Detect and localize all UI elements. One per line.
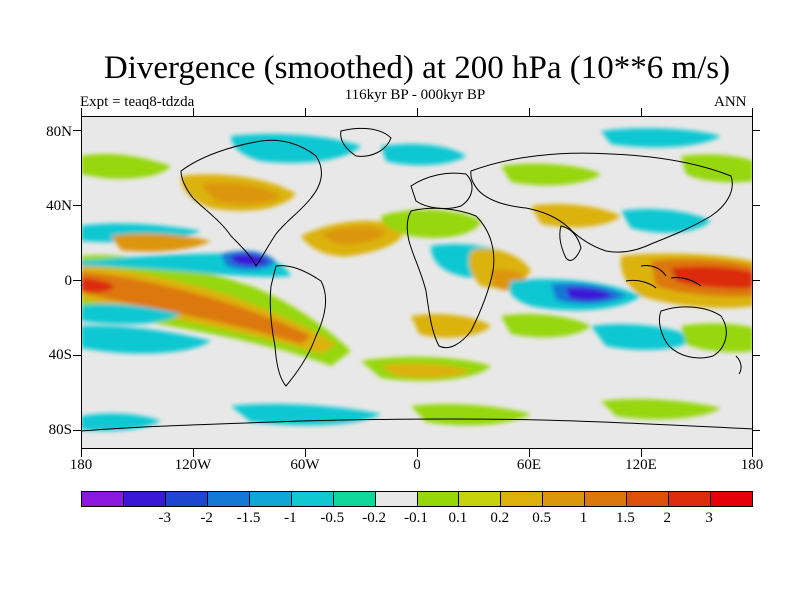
colorbar-swatch: [501, 492, 544, 506]
colorbar-swatch: [585, 492, 628, 506]
colorbar-swatch: [627, 492, 670, 506]
lon-label-120e: 120E: [625, 457, 657, 473]
experiment-label: Expt = teaq8-tdzda: [80, 94, 195, 110]
lon-label-0: 0: [413, 457, 421, 473]
colorbar-swatch: [123, 492, 166, 506]
colorbar: [81, 491, 753, 507]
axis-tick: [752, 205, 760, 206]
colorbar-swatch: [711, 492, 752, 506]
colorbar-label: -0.5: [320, 510, 345, 526]
lon-label-180e: 180: [740, 457, 764, 473]
colorbar-label: -1: [284, 510, 297, 526]
axis-tick: [81, 449, 82, 457]
map-field: [81, 127, 753, 432]
colorbar-swatch: [82, 492, 124, 506]
axis-tick: [529, 449, 530, 457]
colorbar-swatch: [459, 492, 502, 506]
axis-tick: [193, 449, 194, 457]
colorbar-swatch: [333, 492, 376, 506]
plot-subtitle: 116kyr BP - 000kyr BP: [344, 87, 486, 103]
colorbar-swatch: [375, 492, 418, 506]
axis-tick: [752, 130, 760, 131]
lon-label-120w: 120W: [174, 457, 212, 473]
axis-tick: [73, 205, 81, 206]
colorbar-swatch: [165, 492, 208, 506]
axis-tick: [752, 355, 760, 356]
colorbar-swatch: [669, 492, 712, 506]
divergence-map: [81, 116, 753, 449]
lon-label-60w: 60W: [290, 457, 320, 473]
colorbar-swatch: [207, 492, 250, 506]
axis-tick: [752, 108, 753, 116]
axis-tick: [641, 449, 642, 457]
colorbar-swatch: [417, 492, 460, 506]
colorbar-label: 0.1: [448, 510, 468, 526]
colorbar-label: -0.1: [404, 510, 428, 526]
colorbar-label: 1.5: [616, 510, 635, 526]
axis-tick: [752, 449, 753, 457]
axis-tick: [73, 280, 81, 281]
axis-tick: [193, 108, 194, 116]
colorbar-label: -0.2: [362, 510, 386, 526]
axis-tick: [73, 430, 81, 431]
colorbar-label: 1: [579, 510, 588, 526]
axis-tick: [73, 355, 81, 356]
plot-title: Divergence (smoothed) at 200 hPa (10**6 …: [103, 50, 731, 86]
colorbar-label: -1.5: [236, 510, 261, 526]
colorbar-swatch: [291, 492, 334, 506]
colorbar-label: 0.2: [490, 510, 510, 526]
colorbar-label: 2: [663, 510, 672, 526]
lon-label-60e: 60E: [516, 457, 542, 473]
colorbar-label: 3: [705, 510, 713, 526]
colorbar-swatch: [543, 492, 586, 506]
axis-tick: [529, 108, 530, 116]
colorbar-label: 0.5: [532, 510, 551, 526]
axis-tick: [641, 108, 642, 116]
axis-tick: [305, 449, 306, 457]
lat-label-40s: 40S: [48, 347, 72, 363]
axis-tick: [417, 449, 418, 457]
axis-tick: [752, 280, 760, 281]
axis-tick: [73, 130, 81, 131]
lat-label-0: 0: [64, 273, 73, 289]
colorbar-swatch: [249, 492, 292, 506]
lat-label-80n: 80N: [46, 124, 72, 140]
lat-label-40n: 40N: [46, 198, 72, 214]
axis-tick: [81, 108, 82, 116]
axis-tick: [752, 430, 760, 431]
axis-tick: [417, 108, 418, 116]
axis-tick: [305, 108, 306, 116]
season-label: ANN: [714, 94, 747, 110]
colorbar-label: -2: [200, 510, 213, 526]
lon-label-180w: 180: [69, 457, 93, 473]
colorbar-label: -3: [158, 510, 172, 526]
lat-label-80s: 80S: [48, 422, 72, 438]
